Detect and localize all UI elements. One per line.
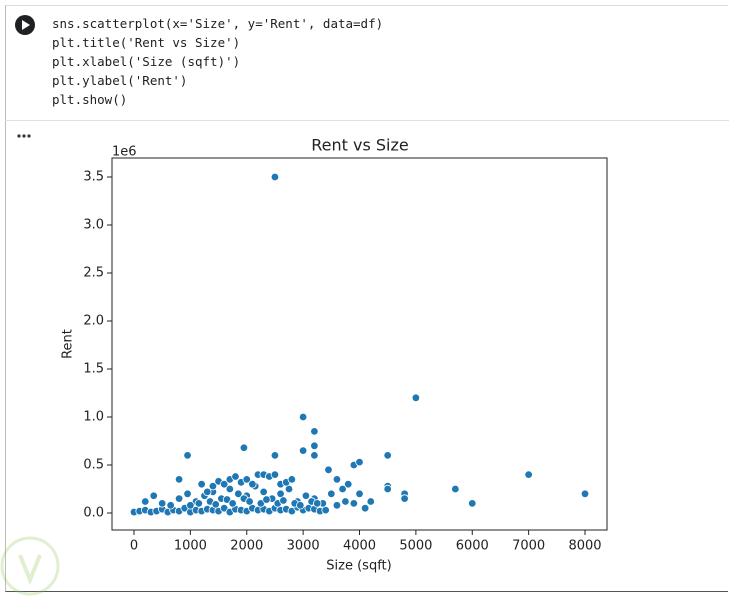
scatter-point xyxy=(338,484,347,494)
scatter-point xyxy=(270,451,280,460)
scatter-point xyxy=(310,427,319,436)
x-tick-label: 4000 xyxy=(343,539,376,554)
scatter-point xyxy=(234,489,243,499)
y-tick-label: 1.5 xyxy=(83,362,104,377)
y-tick-label: 2.0 xyxy=(83,314,104,329)
scatter-point xyxy=(183,489,192,499)
scatter-point xyxy=(327,489,336,499)
scatter-point xyxy=(451,484,460,494)
scatter-point xyxy=(298,412,308,422)
scatter-point xyxy=(383,451,392,460)
scatter-point xyxy=(344,480,353,489)
scatter-point xyxy=(149,491,158,500)
scatter-point xyxy=(468,499,477,508)
y-tick-label: 0.0 xyxy=(83,506,104,521)
x-tick-label: 7000 xyxy=(512,539,545,554)
scatter-point xyxy=(211,500,220,509)
notebook-cell xyxy=(5,5,728,592)
x-tick-label: 8000 xyxy=(568,539,601,554)
run-button[interactable] xyxy=(14,14,36,36)
scatter-point xyxy=(332,501,342,510)
chart-title: Rent vs Size xyxy=(311,136,408,155)
scatter-point xyxy=(219,480,229,489)
scatter-point xyxy=(242,475,251,484)
scatter-point xyxy=(355,457,364,467)
scatter-point xyxy=(400,494,409,503)
scatter-point xyxy=(360,504,370,513)
scatter-point xyxy=(287,475,297,484)
x-tick-label: 5000 xyxy=(399,539,432,554)
scatter-point xyxy=(270,470,280,479)
scatter-point xyxy=(228,499,237,508)
scatter-point xyxy=(279,496,288,505)
scatter-point xyxy=(310,451,319,460)
scatter-point xyxy=(580,489,590,499)
scatter-point xyxy=(259,487,268,497)
scatter-point xyxy=(256,499,266,508)
scatter-point xyxy=(310,441,319,451)
x-tick-label: 0 xyxy=(130,539,138,554)
scatter-point xyxy=(157,499,167,508)
scatter-point xyxy=(298,446,308,455)
scatter-point xyxy=(197,480,206,489)
scatter-point xyxy=(332,475,342,484)
scatter-point xyxy=(383,484,392,494)
scatter-point xyxy=(219,504,229,513)
scatter-point xyxy=(174,475,184,484)
scatter-point xyxy=(324,465,333,475)
scatter-point xyxy=(270,172,280,182)
scatter-point xyxy=(301,491,311,500)
code-line: sns.scatterplot(x='Size', y='Rent', data… xyxy=(52,16,384,31)
y-tick-label: 3.0 xyxy=(83,218,104,233)
scatter-point xyxy=(194,499,204,508)
scatter-point xyxy=(174,494,184,503)
x-axis-label: Size (sqft) xyxy=(326,559,391,574)
scatter-point xyxy=(239,443,249,452)
scatter-point xyxy=(524,470,533,479)
scatter-point xyxy=(355,489,364,499)
output-menu[interactable] xyxy=(17,133,33,139)
scatter-point xyxy=(341,497,350,506)
scatter-point xyxy=(248,480,257,489)
scatter-point xyxy=(349,499,359,508)
scatter-point xyxy=(262,495,271,504)
x-tick-label: 2000 xyxy=(230,539,263,554)
axis-offset: 1e6 xyxy=(112,145,137,160)
code-editor[interactable]: sns.scatterplot(x='Size', y='Rent', data… xyxy=(52,14,383,109)
watermark xyxy=(0,536,60,596)
code-line: plt.ylabel('Rent') xyxy=(52,73,188,88)
y-tick-label: 1.0 xyxy=(83,410,104,425)
scatter-point xyxy=(225,484,235,494)
y-tick-label: 2.5 xyxy=(83,266,104,281)
scatter-point xyxy=(313,499,322,508)
code-line: plt.xlabel('Size (sqft)') xyxy=(52,54,241,69)
y-axis-label: Rent xyxy=(61,329,76,359)
x-tick-label: 6000 xyxy=(456,539,489,554)
scatter-point xyxy=(183,451,192,460)
scatter-point xyxy=(141,497,150,506)
output-separator xyxy=(5,120,729,121)
scatter-point xyxy=(186,501,195,510)
y-tick-label: 3.5 xyxy=(83,170,104,185)
scatter-point xyxy=(166,501,175,510)
x-tick-label: 3000 xyxy=(287,539,320,554)
scatter-point xyxy=(296,501,305,510)
y-tick-label: 0.5 xyxy=(83,458,104,473)
scatter-point xyxy=(411,393,421,403)
scatter-point xyxy=(222,495,232,504)
scatter-point xyxy=(366,497,375,506)
scatter-point xyxy=(287,506,297,516)
code-line: plt.title('Rent vs Size') xyxy=(52,35,241,50)
x-tick-label: 1000 xyxy=(174,539,207,554)
scatter-point xyxy=(245,497,254,506)
scatter-point xyxy=(231,472,240,481)
code-line: plt.show() xyxy=(52,92,128,107)
scatter-point xyxy=(203,487,212,497)
scatter-point xyxy=(208,481,218,491)
